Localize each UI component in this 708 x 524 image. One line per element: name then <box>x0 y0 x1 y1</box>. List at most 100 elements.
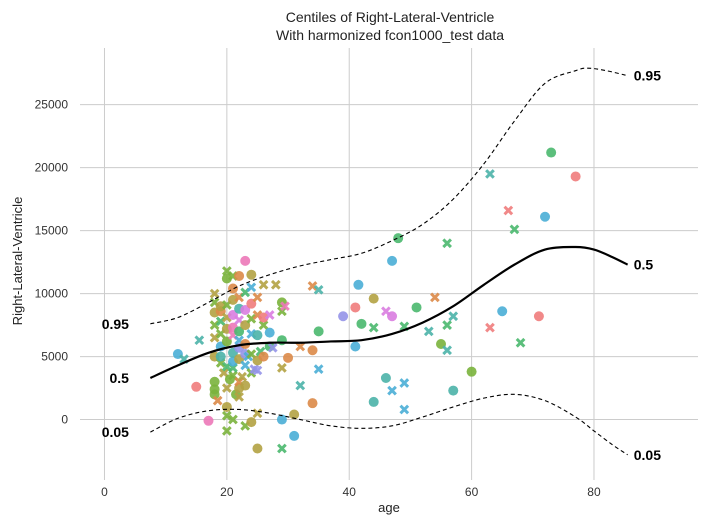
centile-line-0_95 <box>150 67 628 325</box>
data-point-cross <box>280 301 290 312</box>
data-point-circle <box>307 398 318 409</box>
data-point-cross <box>209 288 220 299</box>
data-point-cross <box>313 284 324 295</box>
data-point-circle <box>221 401 232 412</box>
data-point-cross <box>270 279 281 290</box>
x-tick-label: 0 <box>101 485 108 499</box>
y-tick-label: 5000 <box>41 350 68 364</box>
data-point-cross <box>252 365 263 376</box>
data-point-circle <box>350 341 361 352</box>
data-point-circle <box>350 302 361 313</box>
centile-labels: 0.95 0.5 0.05 0.95 0.5 0.05 <box>102 68 662 463</box>
data-point-cross <box>228 414 238 425</box>
data-point-cross <box>234 392 244 402</box>
data-point-circle <box>353 279 364 290</box>
data-point-circle <box>246 269 257 280</box>
data-point-circle <box>368 293 379 304</box>
data-point-cross <box>387 385 397 396</box>
data-point-cross <box>246 282 257 293</box>
data-points <box>172 147 581 454</box>
data-point-circle <box>540 211 551 222</box>
data-point-cross <box>295 341 306 352</box>
data-point-circle <box>227 283 238 294</box>
data-point-circle <box>283 352 294 363</box>
data-point-circle <box>570 171 581 182</box>
data-point-circle <box>221 273 232 284</box>
data-point-cross <box>442 320 452 330</box>
y-tick-label: 10000 <box>35 287 69 301</box>
data-point-circle <box>368 396 379 407</box>
data-point-cross <box>313 364 324 375</box>
data-point-cross <box>221 383 232 393</box>
data-point-cross <box>246 349 257 359</box>
data-point-circle <box>313 326 324 337</box>
data-point-circle <box>209 384 220 395</box>
data-point-circle <box>215 351 226 362</box>
data-point-circle <box>246 417 257 428</box>
data-point-circle <box>227 294 238 305</box>
data-point-cross <box>221 426 232 436</box>
data-point-cross <box>218 368 229 378</box>
data-point-circle <box>380 372 391 383</box>
data-point-cross <box>221 410 232 421</box>
data-point-cross <box>252 292 263 303</box>
data-point-cross <box>430 292 440 303</box>
x-tick-label: 40 <box>343 485 357 499</box>
data-point-cross <box>277 443 287 454</box>
y-tick-label: 15000 <box>35 224 69 238</box>
chart-title: Centiles of Right-Lateral-Ventricle <box>286 9 495 25</box>
data-point-cross <box>209 332 220 343</box>
data-point-cross <box>515 337 526 348</box>
data-point-circle <box>240 255 251 266</box>
centile-curves <box>149 67 629 456</box>
data-point-circle <box>234 326 245 337</box>
data-point-circle <box>497 306 508 317</box>
data-point-circle <box>240 304 251 315</box>
data-point-circle <box>411 302 422 313</box>
centile-line-0_05 <box>150 393 628 456</box>
y-tick-label: 0 <box>61 413 68 427</box>
data-point-cross <box>399 378 410 388</box>
data-point-cross <box>448 311 459 322</box>
data-point-circle <box>387 311 398 322</box>
data-point-cross <box>423 326 434 337</box>
data-point-circle <box>307 345 318 356</box>
data-point-circle <box>258 312 269 323</box>
x-axis-label: age <box>378 500 400 515</box>
data-point-circle <box>289 409 300 420</box>
centile-line-0_5 <box>149 245 629 379</box>
centile-label-right: 0.5 <box>634 257 654 273</box>
data-point-circle <box>356 318 367 329</box>
y-axis-label: Right-Lateral-Ventricle <box>10 197 25 326</box>
data-point-cross <box>295 380 306 391</box>
data-point-cross <box>258 320 269 330</box>
data-point-circle <box>387 255 398 266</box>
data-point-circle <box>393 233 404 244</box>
centile-label-left: 0.95 <box>102 316 129 332</box>
data-point-circle <box>234 270 245 281</box>
data-point-circle <box>338 311 349 322</box>
data-point-cross <box>503 205 514 216</box>
data-point-circle <box>533 311 544 322</box>
data-point-circle <box>448 385 459 396</box>
data-point-cross <box>264 310 275 320</box>
data-point-circle <box>466 366 477 377</box>
data-point-cross <box>209 320 220 330</box>
data-point-circle <box>252 443 263 454</box>
centile-label-left: 0.5 <box>109 370 129 386</box>
data-point-circle <box>209 376 220 387</box>
data-point-cross <box>194 335 205 346</box>
data-point-cross <box>399 404 410 415</box>
data-point-cross <box>368 322 379 333</box>
data-point-cross <box>442 345 452 356</box>
x-tick-label: 60 <box>465 485 479 499</box>
data-point-circle <box>191 381 202 392</box>
data-point-circle <box>546 147 557 158</box>
data-point-circle <box>252 330 263 341</box>
y-tick-label: 20000 <box>35 161 69 175</box>
x-tick-label: 80 <box>587 485 601 499</box>
data-point-cross <box>246 313 257 324</box>
data-point-cross <box>215 316 226 327</box>
